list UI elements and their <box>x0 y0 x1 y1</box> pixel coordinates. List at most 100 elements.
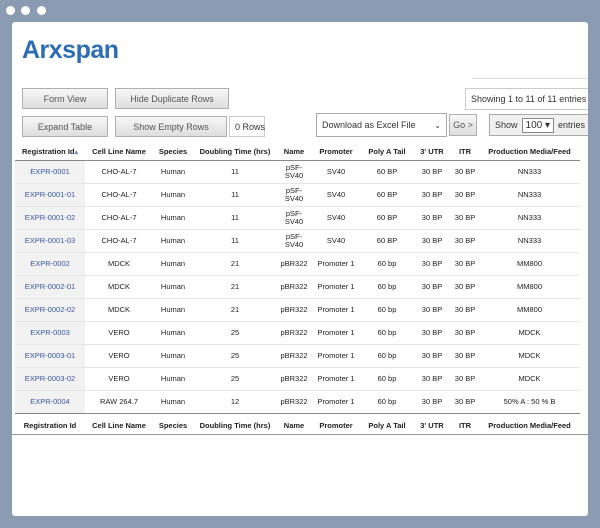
length-prefix: Show <box>495 120 518 130</box>
table-cell: MDCK <box>85 275 153 299</box>
table-cell: Human <box>153 160 193 184</box>
table-cell: 25 <box>193 344 277 368</box>
go-button[interactable]: Go > <box>449 114 477 136</box>
column-header[interactable]: Name <box>277 142 311 161</box>
table-row: EXPR-0002 MDCK Human 21 pBR322 Promoter 1 60 b… <box>15 252 580 276</box>
column-header[interactable]: Species <box>153 142 193 161</box>
table-cell: 11 <box>193 206 277 230</box>
form-view-button[interactable]: Form View <box>22 88 108 109</box>
table-cell: SV40 <box>311 160 361 184</box>
table-cell: 60 BP <box>361 160 413 184</box>
registration-link[interactable]: EXPR-0003-01 <box>15 344 85 368</box>
table-cell: MDCK <box>479 321 580 345</box>
column-footer: Species <box>153 413 193 436</box>
export-select-text: Download as Excel File <box>322 120 416 130</box>
table-cell: 30 BP <box>413 183 451 207</box>
table-cell: Human <box>153 367 193 391</box>
registration-link[interactable]: EXPR-0002-01 <box>15 275 85 299</box>
table-cell: pBR322 <box>277 344 311 368</box>
table-cell: 30 BP <box>413 367 451 391</box>
table-cell: Promoter 1 <box>311 252 361 276</box>
showing-info: Showing 1 to 11 of 11 entries <box>465 88 588 110</box>
column-header[interactable]: Cell Line Name <box>85 142 153 161</box>
table-cell: 30 BP <box>413 252 451 276</box>
table-cell: RAW 264.7 <box>85 390 153 414</box>
table-cell: Human <box>153 298 193 322</box>
table-cell: 60 BP <box>361 206 413 230</box>
footer-row: Registration Id Cell Line Name Species Doub… <box>15 413 580 436</box>
table-cell: 30 BP <box>451 321 479 345</box>
table-cell: SV40 <box>311 206 361 230</box>
table-cell: 12 <box>193 390 277 414</box>
registration-link[interactable]: EXPR-0001-02 <box>15 206 85 230</box>
table-cell: pSF-SV40 <box>277 206 311 230</box>
table-cell: CHO-AL-7 <box>85 183 153 207</box>
registration-link[interactable]: EXPR-0001-01 <box>15 183 85 207</box>
table-cell: pSF-SV40 <box>277 229 311 253</box>
registration-link[interactable]: EXPR-0002 <box>15 252 85 276</box>
table-cell: VERO <box>85 321 153 345</box>
table-cell: Human <box>153 183 193 207</box>
length-control: Show 100 ▾ entries <box>489 114 588 136</box>
table-cell: Human <box>153 344 193 368</box>
export-select[interactable]: Download as Excel File ⌄ <box>316 113 447 137</box>
table-cell: Human <box>153 252 193 276</box>
column-header[interactable]: Promoter <box>311 142 361 161</box>
table-cell: 30 BP <box>451 160 479 184</box>
registration-link[interactable]: EXPR-0001 <box>15 160 85 184</box>
column-header[interactable]: Poly A Tail <box>361 142 413 161</box>
table-cell: pBR322 <box>277 298 311 322</box>
table-row: EXPR-0001 CHO-AL-7 Human 11 pSF-SV40 SV40 60 B… <box>15 160 580 184</box>
app-panel: Arxspan Form View Hide Duplicate Rows Sh… <box>12 22 588 516</box>
length-select[interactable]: 100 ▾ <box>521 117 555 133</box>
table-cell: Human <box>153 229 193 253</box>
table-bottom-line <box>12 434 588 435</box>
column-header[interactable]: Registration Id <box>15 142 85 161</box>
table-cell: 30 BP <box>451 275 479 299</box>
table-cell: 30 BP <box>451 390 479 414</box>
registration-link[interactable]: EXPR-0004 <box>15 390 85 414</box>
table-cell: 30 BP <box>413 321 451 345</box>
table-cell: 50% A : 50 % B <box>479 390 580 414</box>
show-empty-rows-button[interactable]: Show Empty Rows <box>115 116 227 137</box>
table-cell: 25 <box>193 321 277 345</box>
expand-table-button[interactable]: Expand Table <box>22 116 108 137</box>
table-row: EXPR-0004 RAW 264.7 Human 12 pBR322 Promoter … <box>15 390 580 414</box>
table-cell: MM800 <box>479 252 580 276</box>
table-cell: Promoter 1 <box>311 275 361 299</box>
registration-link[interactable]: EXPR-0003-02 <box>15 367 85 391</box>
table-row: EXPR-0003 VERO Human 25 pBR322 Promoter 1 60 b… <box>15 321 580 345</box>
table-cell: Promoter 1 <box>311 344 361 368</box>
table-cell: Promoter 1 <box>311 367 361 391</box>
registration-link[interactable]: EXPR-0001-03 <box>15 229 85 253</box>
table-cell: MDCK <box>479 367 580 391</box>
table-cell: pBR322 <box>277 252 311 276</box>
column-footer: Registration Id <box>15 413 85 436</box>
table-cell: 11 <box>193 229 277 253</box>
column-header[interactable]: Production Media/Feed <box>479 142 580 161</box>
table-cell: CHO-AL-7 <box>85 160 153 184</box>
table-cell: 30 BP <box>451 183 479 207</box>
table-cell: NN333 <box>479 160 580 184</box>
hide-duplicates-button[interactable]: Hide Duplicate Rows <box>115 88 229 109</box>
table-cell: 30 BP <box>451 344 479 368</box>
registration-link[interactable]: EXPR-0002-02 <box>15 298 85 322</box>
table-cell: 60 bp <box>361 390 413 414</box>
table-cell: 60 bp <box>361 298 413 322</box>
table-cell: 30 BP <box>413 275 451 299</box>
window-dot <box>37 6 46 15</box>
table-cell: 30 BP <box>413 206 451 230</box>
table-cell: 21 <box>193 275 277 299</box>
column-header[interactable]: Doubling Time (hrs) <box>193 142 277 161</box>
table-cell: pSF-SV40 <box>277 183 311 207</box>
divider <box>472 78 588 79</box>
registration-link[interactable]: EXPR-0003 <box>15 321 85 345</box>
column-header[interactable]: ITR <box>451 142 479 161</box>
table-cell: pSF-SV40 <box>277 160 311 184</box>
table-cell: 21 <box>193 252 277 276</box>
column-footer: 3' UTR <box>413 413 451 436</box>
column-header[interactable]: 3' UTR <box>413 142 451 161</box>
column-footer: Doubling Time (hrs) <box>193 413 277 436</box>
